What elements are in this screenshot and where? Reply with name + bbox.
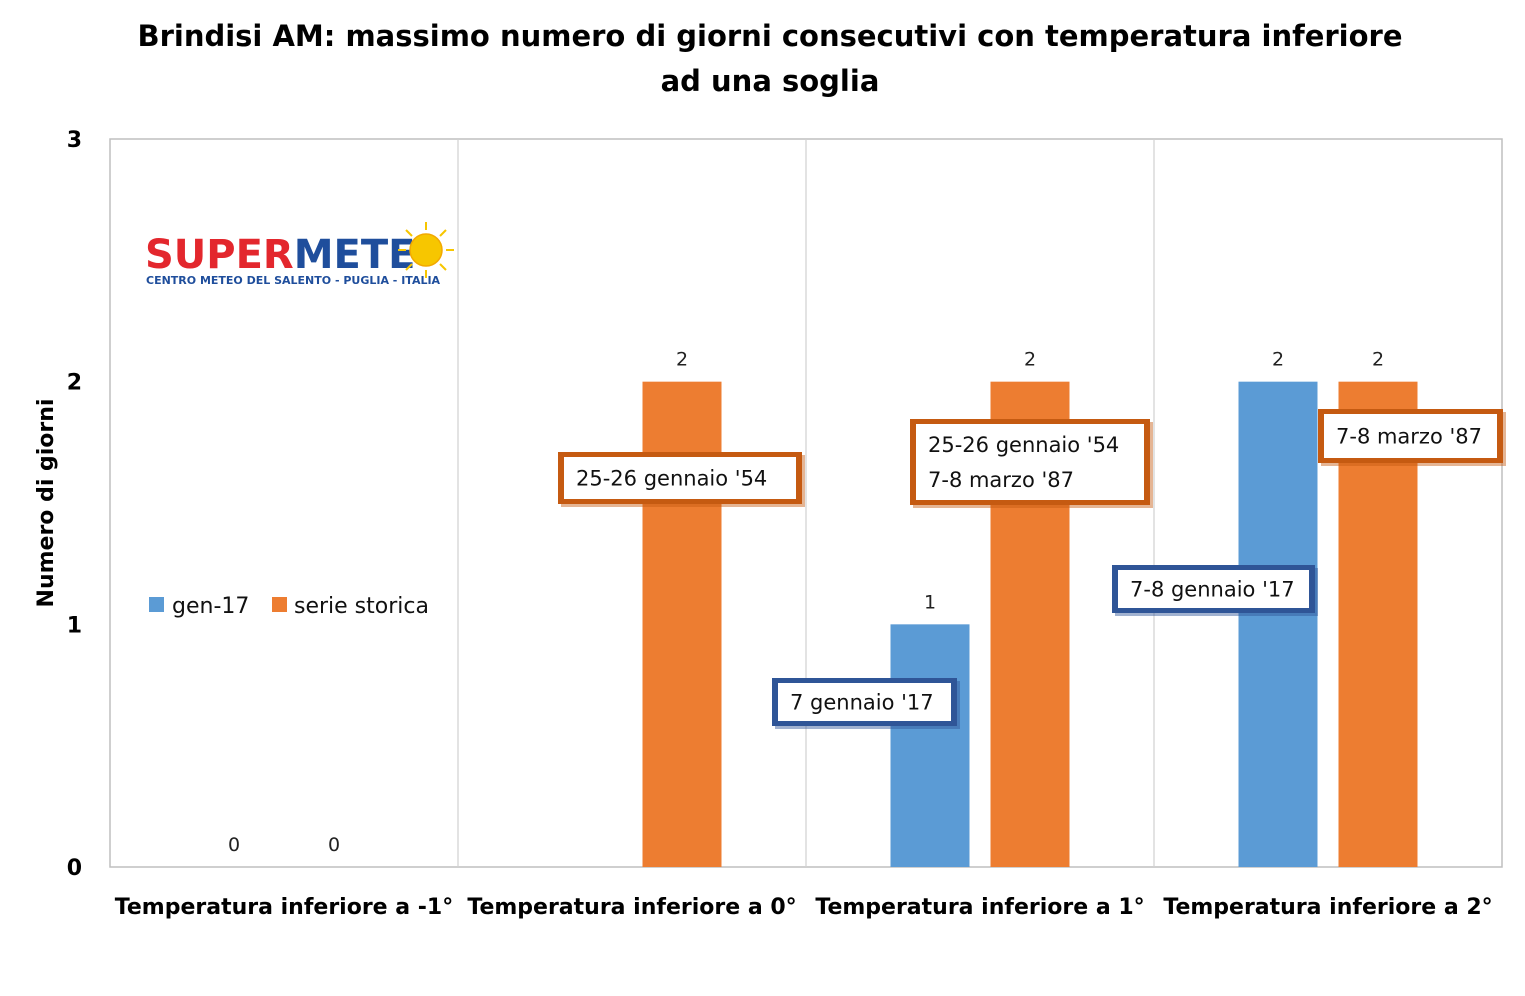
legend-swatch-serie-storica: [272, 597, 287, 612]
y-axis-ticks: 0 1 2 3: [67, 128, 82, 881]
data-label: 1: [924, 591, 936, 613]
chart-title-line-2: ad una soglia: [661, 64, 880, 98]
legend: gen-17 serie storica: [149, 594, 429, 619]
data-label: 2: [1272, 349, 1284, 371]
annotation-text: 7-8 marzo '87: [1336, 425, 1482, 449]
bar: [890, 624, 970, 867]
data-label: 2: [676, 349, 688, 371]
y-tick-label: 1: [67, 613, 82, 638]
annotation-callout: 25-26 gennaio '54 7-8 marzo '87: [910, 419, 1153, 508]
legend-swatch-gen-17: [149, 597, 164, 612]
annotation-text: 7-8 marzo '87: [928, 468, 1074, 492]
x-category-label: Temperatura inferiore a 2°: [1163, 895, 1492, 920]
bar: [1238, 381, 1318, 867]
sun-icon: [398, 222, 454, 278]
logo-wordmark: SUPERMETE: [145, 232, 415, 278]
data-labels: 0 1 2 0 2 2 2: [228, 349, 1384, 856]
category-separators: [457, 139, 1155, 867]
annotation-text: 7-8 gennaio '17: [1130, 578, 1295, 602]
x-category-label: Temperatura inferiore a -1°: [115, 895, 453, 920]
legend-label-serie-storica: serie storica: [294, 594, 429, 619]
y-axis-label: Numero di giorni: [34, 399, 59, 608]
legend-label-gen-17: gen-17: [172, 594, 249, 619]
data-label: 0: [228, 834, 240, 856]
data-label: 2: [1372, 349, 1384, 371]
annotation-text: 25-26 gennaio '54: [928, 433, 1119, 457]
x-category-label: Temperatura inferiore a 0°: [467, 895, 796, 920]
annotation-callout: 7 gennaio '17: [772, 678, 960, 729]
annotation-text: 7 gennaio '17: [790, 691, 934, 715]
annotation-callout: 7-8 gennaio '17: [1112, 565, 1318, 616]
annotations: 25-26 gennaio '54 7 gennaio '17 25-26 genn…: [558, 409, 1506, 729]
logo: SUPERMETE CENTRO METEO DEL SALENTO - PUG…: [145, 222, 454, 287]
y-tick-label: 3: [67, 128, 82, 153]
logo-subtitle: CENTRO METEO DEL SALENTO - PUGLIA - ITAL…: [146, 274, 441, 287]
data-label: 2: [1024, 349, 1036, 371]
annotation-callout: 25-26 gennaio '54: [558, 452, 805, 507]
x-category-label: Temperatura inferiore a 1°: [815, 895, 1144, 920]
x-axis-categories: Temperatura inferiore a -1° Temperatura i…: [115, 895, 1493, 920]
annotation-callout: 7-8 marzo '87: [1318, 409, 1506, 466]
chart-title-line-1: Brindisi AM: massimo numero di giorni co…: [137, 19, 1402, 53]
y-tick-label: 0: [67, 856, 82, 881]
data-label: 0: [328, 834, 340, 856]
y-tick-label: 2: [67, 371, 82, 396]
annotation-text: 25-26 gennaio '54: [576, 467, 767, 491]
